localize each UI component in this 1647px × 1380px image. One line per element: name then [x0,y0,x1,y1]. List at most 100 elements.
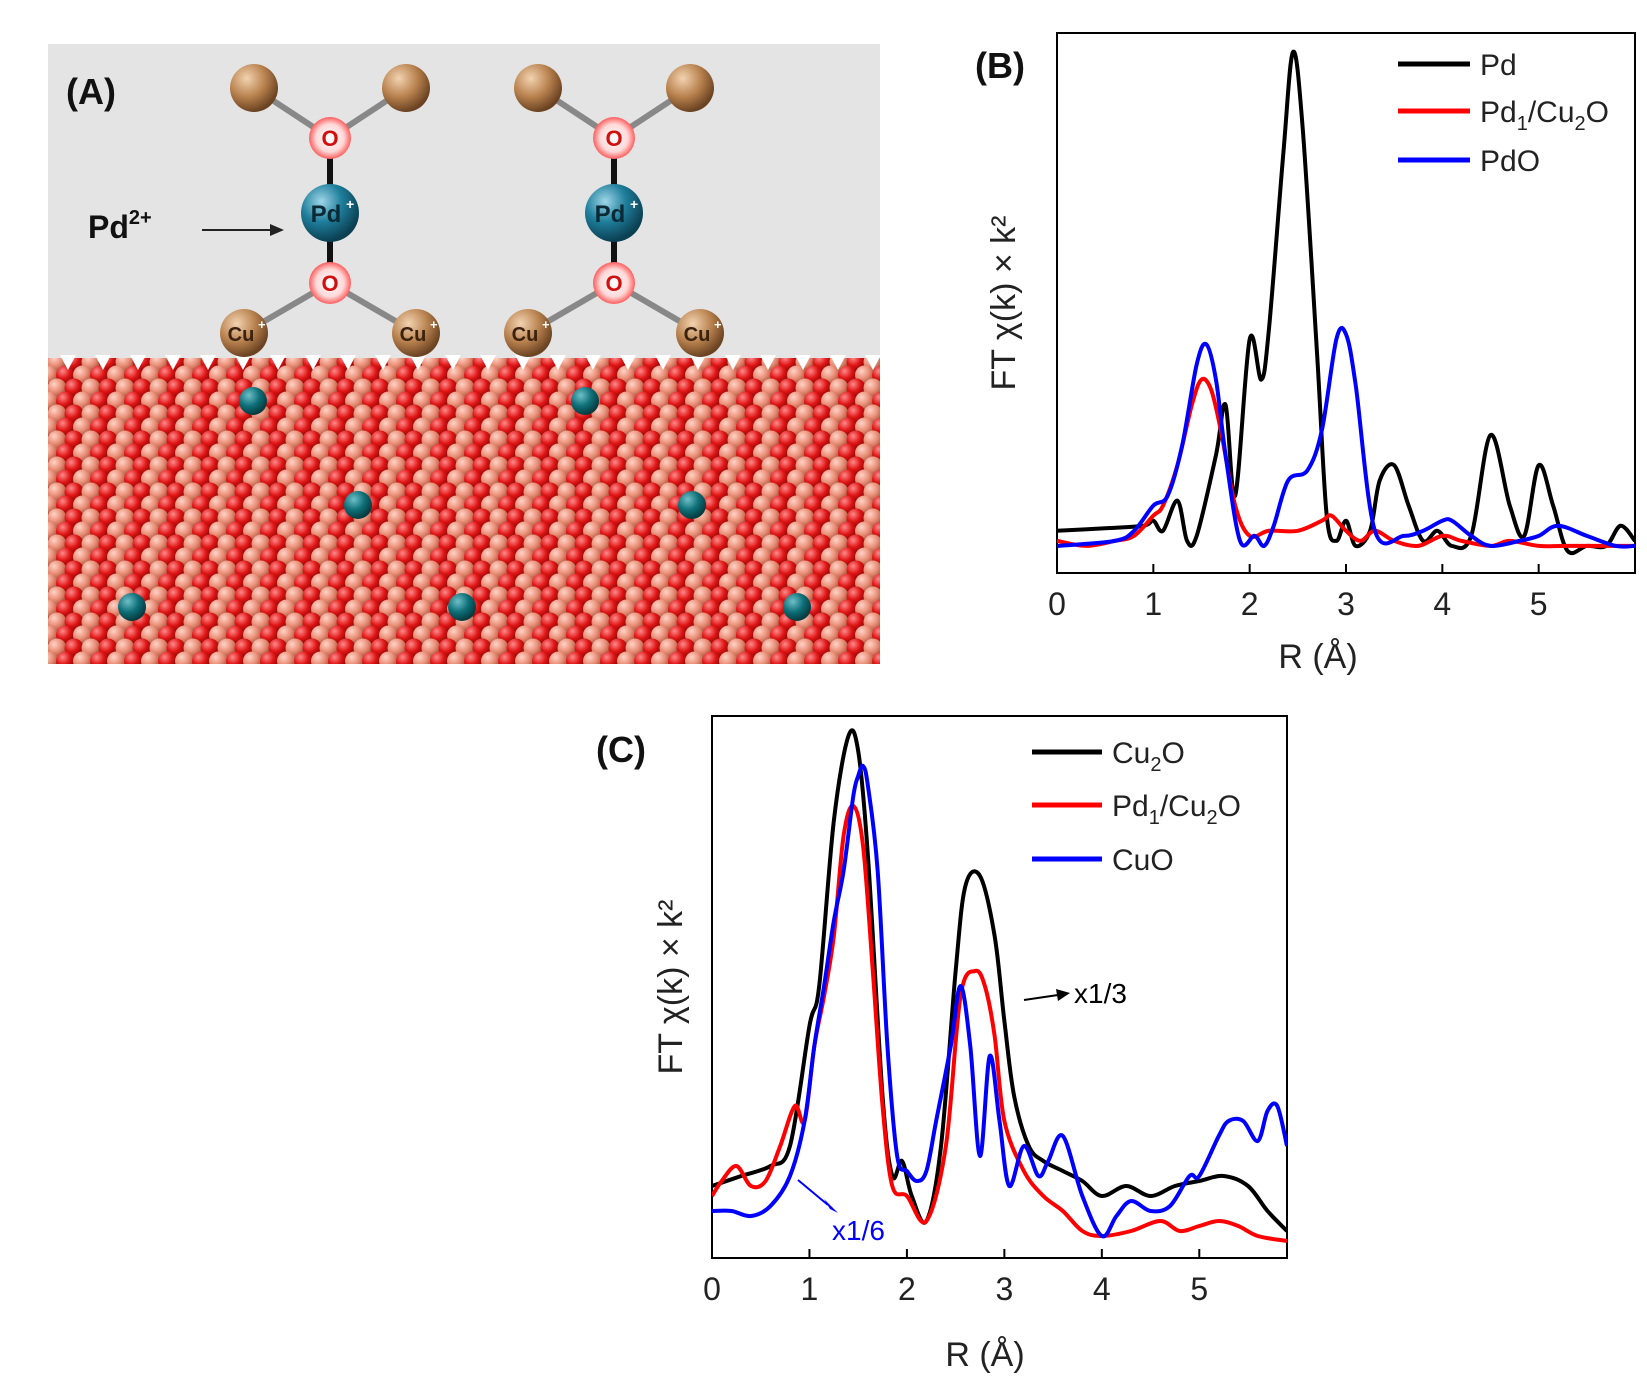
lattice-atom [668,651,687,664]
legend-c-label-cuo: CuO [1112,844,1174,877]
lattice-atom [906,470,925,489]
lattice-atom [906,522,925,541]
legend-c-label-pd1-cu2o: Pd1/Cu2O [1112,790,1241,829]
surface-notch [760,355,776,370]
lattice-atom [889,548,908,567]
panel-b-x-tick-label: 3 [1337,586,1355,622]
lattice-atom [48,408,50,420]
lattice-atom [838,651,857,664]
cu-atom [392,309,440,357]
o-atom [593,262,635,304]
panel-b-legend: Pd Pd1/Cu2O PdO [1398,49,1609,178]
lattice-atom [685,651,704,664]
surface-notch [235,355,251,370]
o-atom-label: O [605,271,622,296]
lattice-atom [107,651,126,664]
panel-c-x-tick-label: 4 [1093,1271,1111,1307]
cu-atom [504,309,552,357]
pd-dopant-atoms [118,387,811,621]
lattice-atom [881,639,900,658]
panel-b-x-tick-label: 0 [1048,586,1066,622]
panel-c-series-pd1-cu2o-line [712,803,1287,1243]
panel-c-series-lines [712,728,1287,1243]
lattice-atom [158,651,177,664]
cu-atom-label: Cu [228,324,255,346]
pd-dopant-atom [239,387,267,415]
panel-b-series-lines [1057,49,1635,556]
panel-b-series-pdo-line [1057,325,1635,549]
legend-b-label-pdo: PdO [1480,145,1540,178]
lattice-atom [881,561,900,580]
lattice-atom [821,651,840,664]
panel-c-chart: 0 1 2 3 4 5 (C) R (Å) FT χ(k) × k² Cu2O Pd1/C… [596,715,1288,1374]
lattice-atom [583,651,602,664]
surface-notch [515,355,531,370]
lattice-atom [906,548,925,567]
surface-notch [340,355,356,370]
lattice-atom [804,651,823,664]
lattice-atom [889,444,908,463]
panel-b-series-pd1-cu2o-line [1057,376,1635,549]
lattice-atom [192,651,211,664]
panel-b-chart: 0 1 2 3 4 5 (B) R (Å) FT χ(k) × k² Pd Pd1/Cu2… [975,32,1636,676]
lattice-atom [294,651,313,664]
panel-c-legend: Cu2O Pd1/Cu2O CuO [1032,737,1241,877]
cu-atom-label: Cu [400,324,427,346]
lattice-atom [48,460,50,472]
surface-notch [480,355,496,370]
surface-notch [620,355,636,370]
slab-surface-edge [60,355,881,370]
lattice-atom [226,651,245,664]
lattice-atom [48,564,50,576]
lattice-atom [549,651,568,664]
lattice-atom [753,651,772,664]
cu2o-crystal-slab [48,358,925,671]
lattice-atom [898,561,917,580]
lattice-atom [906,600,925,619]
panel-c-x-ticks: 0 1 2 3 4 5 [703,1249,1208,1307]
lattice-atom [600,651,619,664]
lattice-atom [898,613,917,632]
lattice-atom [311,651,330,664]
lattice-atom [736,651,755,664]
lattice-atom [881,379,900,398]
lattice-atom [48,616,50,628]
panel-a-background [48,44,880,358]
lattice-atom [90,651,109,664]
panel-b-y-axis-label: FT χ(k) × k² [985,216,1023,391]
lattice-atom [898,405,917,424]
surface-notch [375,355,391,370]
lattice-atom [898,379,917,398]
surface-notch [795,355,811,370]
cu-atom-charge: + [430,317,438,332]
o-atom-label: O [321,271,338,296]
lattice-atom [532,651,551,664]
o-atom-label: O [605,126,622,151]
lattice-atom [889,652,908,671]
lattice-atom [906,626,925,645]
pd-dopant-atom [448,593,476,621]
lattice-atom [898,639,917,658]
lattice-atom [345,651,364,664]
lattice-atom [889,626,908,645]
annotation-x1-3: x1/3 [1023,978,1127,1009]
lattice-atom [906,392,925,411]
lattice-atom [906,574,925,593]
lattice-atom [881,613,900,632]
surface-notch [690,355,706,370]
lattice-atom [56,651,75,664]
lattice-atom [498,651,517,664]
legend-b-label-pd: Pd [1480,49,1517,82]
arrow-right-icon [202,224,284,236]
lattice-atom [566,651,585,664]
cu-atom [514,64,562,112]
panel-c-x-tick-label: 0 [703,1271,721,1307]
lattice-atom [260,651,279,664]
panel-c-x-axis-label: R (Å) [945,1336,1024,1374]
lattice-atom [898,509,917,528]
lattice-atom [889,574,908,593]
panel-c-y-axis-label: FT χ(k) × k² [652,900,690,1075]
cu-atom [230,64,278,112]
o-atom-label: O [321,126,338,151]
